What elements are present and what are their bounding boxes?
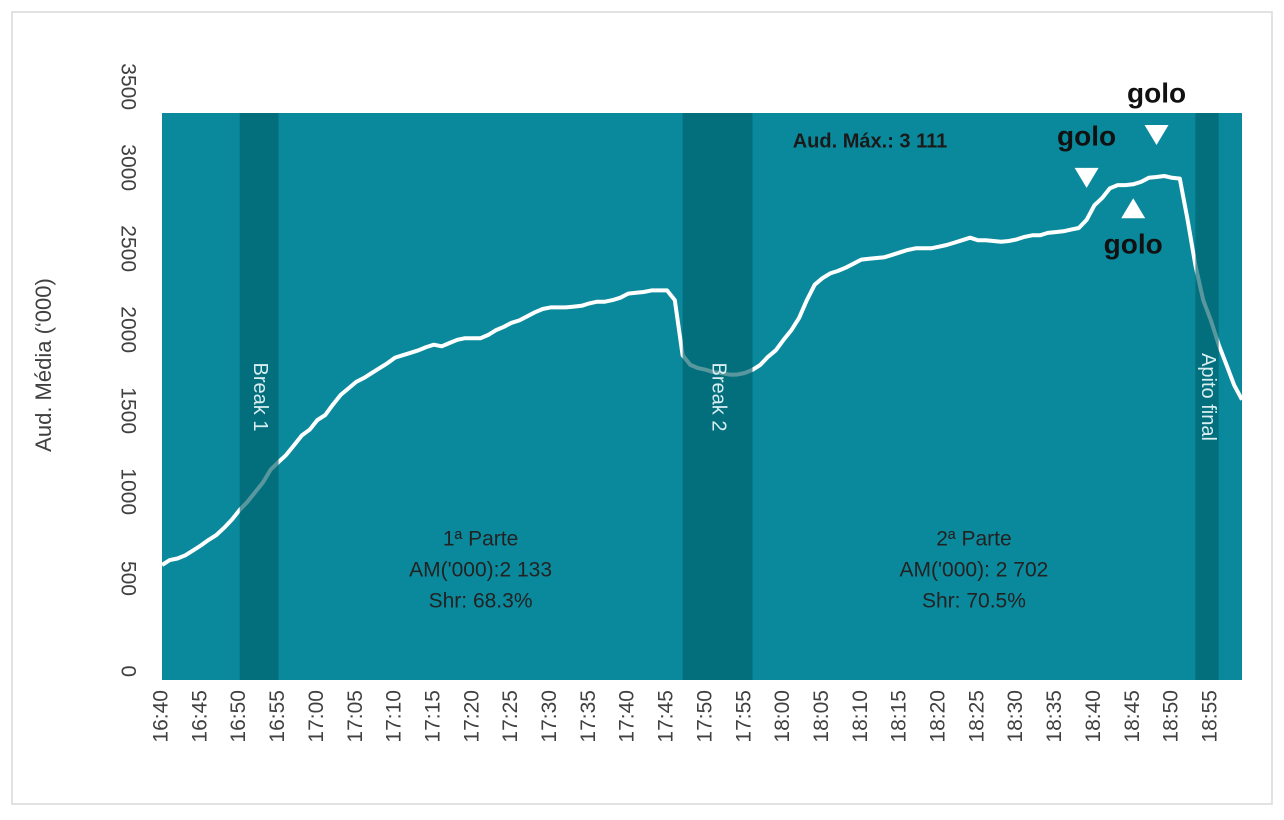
x-tick-label: 18:40 bbox=[1082, 690, 1105, 743]
x-tick-label: 18:05 bbox=[810, 690, 833, 743]
part-summary: 2ª Parte bbox=[936, 528, 1011, 551]
y-tick-label: 3500 bbox=[116, 63, 139, 110]
break-band bbox=[682, 113, 753, 680]
y-tick-label: 1000 bbox=[116, 468, 139, 515]
break-label: Break 1 bbox=[249, 363, 271, 432]
x-tick-label: 18:20 bbox=[927, 690, 950, 743]
goal-arrow bbox=[1121, 198, 1146, 219]
x-tick-label: 18:15 bbox=[888, 690, 911, 743]
x-tick-label: 18:55 bbox=[1198, 690, 1221, 743]
x-tick-label: 17:45 bbox=[655, 690, 678, 743]
goal-arrow bbox=[1074, 167, 1099, 188]
y-tick-label: 2000 bbox=[116, 306, 139, 353]
x-tick-label: 17:30 bbox=[538, 690, 561, 743]
x-tick-label: 17:00 bbox=[305, 690, 328, 743]
x-tick-label: 16:55 bbox=[266, 690, 289, 743]
y-tick-label: 1500 bbox=[116, 387, 139, 434]
x-tick-label: 17:35 bbox=[577, 690, 600, 743]
x-tick-label: 17:20 bbox=[460, 690, 483, 743]
max-audience: Aud. Máx.: 3 111 bbox=[793, 130, 948, 152]
x-tick-label: 18:30 bbox=[1004, 690, 1027, 743]
x-tick-label: 17:15 bbox=[421, 690, 444, 743]
goal-label: golo bbox=[1104, 229, 1163, 260]
y-axis-title: Aud. Média (‘000) bbox=[31, 278, 56, 452]
y-tick-label: 0 bbox=[116, 665, 139, 677]
y-tick-label: 2500 bbox=[116, 225, 139, 272]
part-summary: AM('000):2 133 bbox=[409, 559, 552, 582]
part-summary: Shr: 68.3% bbox=[429, 590, 533, 613]
x-tick-label: 17:05 bbox=[344, 690, 367, 743]
break-label: Break 2 bbox=[707, 363, 729, 432]
x-tick-label: 18:45 bbox=[1121, 690, 1144, 743]
x-tick-label: 17:55 bbox=[732, 690, 755, 743]
x-tick-label: 17:10 bbox=[383, 690, 406, 743]
part-summary: Shr: 70.5% bbox=[922, 590, 1026, 613]
break-band bbox=[1195, 113, 1219, 680]
x-tick-label: 17:40 bbox=[616, 690, 639, 743]
x-tick-label: 18:50 bbox=[1160, 690, 1183, 743]
y-tick-label: 500 bbox=[116, 561, 139, 596]
x-tick-label: 18:00 bbox=[771, 690, 794, 743]
x-tick-label: 18:10 bbox=[849, 690, 872, 743]
part-summary: 1ª Parte bbox=[443, 528, 518, 551]
goal-label: golo bbox=[1127, 77, 1186, 108]
x-tick-label: 16:45 bbox=[188, 690, 211, 743]
x-tick-label: 18:35 bbox=[1043, 690, 1066, 743]
part-summary: AM('000): 2 702 bbox=[900, 559, 1049, 582]
goal-label: golo bbox=[1057, 120, 1116, 151]
y-tick-label: 3000 bbox=[116, 144, 139, 191]
break-label: Apito final bbox=[1197, 353, 1219, 441]
break-band bbox=[239, 113, 279, 680]
x-tick-label: 16:50 bbox=[227, 690, 250, 743]
goal-arrow bbox=[1144, 124, 1169, 145]
x-tick-label: 16:40 bbox=[150, 690, 173, 743]
x-tick-label: 17:25 bbox=[499, 690, 522, 743]
x-tick-label: 18:25 bbox=[965, 690, 988, 743]
x-tick-label: 17:50 bbox=[693, 690, 716, 743]
